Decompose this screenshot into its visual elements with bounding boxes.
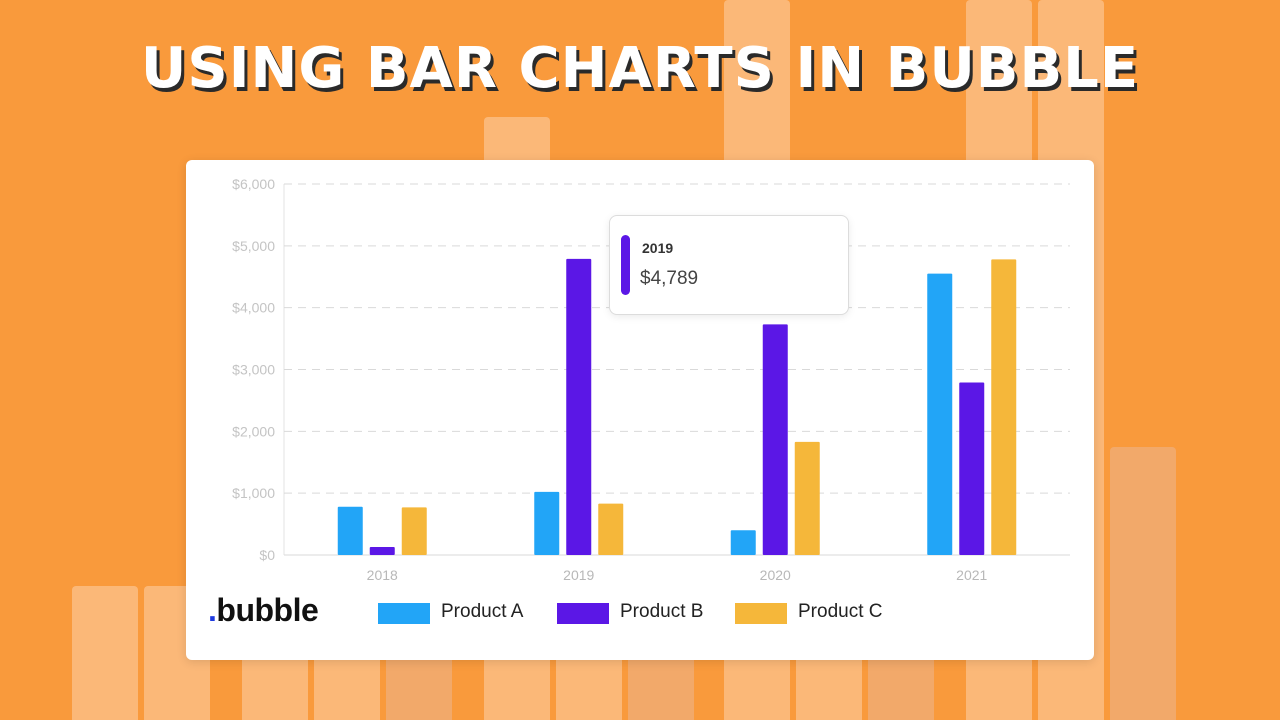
bar-chart: $0 $1,000 $2,000 $3,000 $4,000 $5,000 $6,000 20… (232, 176, 1070, 580)
bar-product-b-2021 (959, 382, 985, 555)
y-tick-label: $1,000 (232, 485, 275, 501)
bar-product-b-2020 (762, 324, 788, 555)
bar-product-c-2018 (401, 507, 427, 555)
background-bar (1110, 447, 1176, 720)
legend-label-product-b: Product B (620, 601, 704, 622)
tooltip-value: $4,789 (640, 268, 699, 289)
chart-tooltip: 2019 $4,789 (609, 215, 849, 315)
y-tick-label: $5,000 (232, 238, 275, 254)
tooltip-year: 2019 (642, 240, 674, 256)
tooltip-color-marker (621, 235, 630, 295)
bar-product-c-2021 (991, 259, 1017, 555)
x-tick-label: 2020 (760, 567, 791, 580)
bar-product-a-2021 (927, 273, 953, 555)
y-tick-label: $2,000 (232, 423, 275, 439)
bar-product-a-2018 (337, 506, 363, 555)
y-tick-label: $0 (259, 547, 275, 563)
bar-product-c-2020 (794, 441, 820, 555)
bar-product-b-2018 (369, 546, 395, 555)
legend-swatch-product-b (557, 603, 609, 624)
legend-swatch-product-a (378, 603, 430, 624)
bar-product-c-2019 (598, 503, 624, 555)
background-bar (72, 586, 138, 720)
x-tick-label: 2019 (563, 567, 594, 580)
bar-product-a-2019 (534, 491, 560, 555)
logo-dot: . (208, 592, 217, 628)
y-tick-label: $6,000 (232, 176, 275, 192)
bubble-logo: .bubble (208, 592, 319, 629)
y-tick-label: $3,000 (232, 362, 275, 378)
bar-product-a-2020 (730, 530, 756, 555)
x-tick-label: 2018 (367, 567, 398, 580)
chart-card: $0 $1,000 $2,000 $3,000 $4,000 $5,000 $6,000 20… (186, 160, 1094, 660)
legend-label-product-c: Product C (798, 601, 883, 622)
y-tick-label: $4,000 (232, 300, 275, 316)
logo-wordmark: bubble (216, 592, 319, 628)
legend-swatch-product-c (735, 603, 787, 624)
page-title: USING BAR CHARTS IN BUBBLE (140, 36, 1140, 101)
bar-product-b-2019 (566, 258, 592, 555)
x-tick-label: 2021 (956, 567, 987, 580)
legend-label-product-a: Product A (441, 601, 524, 622)
